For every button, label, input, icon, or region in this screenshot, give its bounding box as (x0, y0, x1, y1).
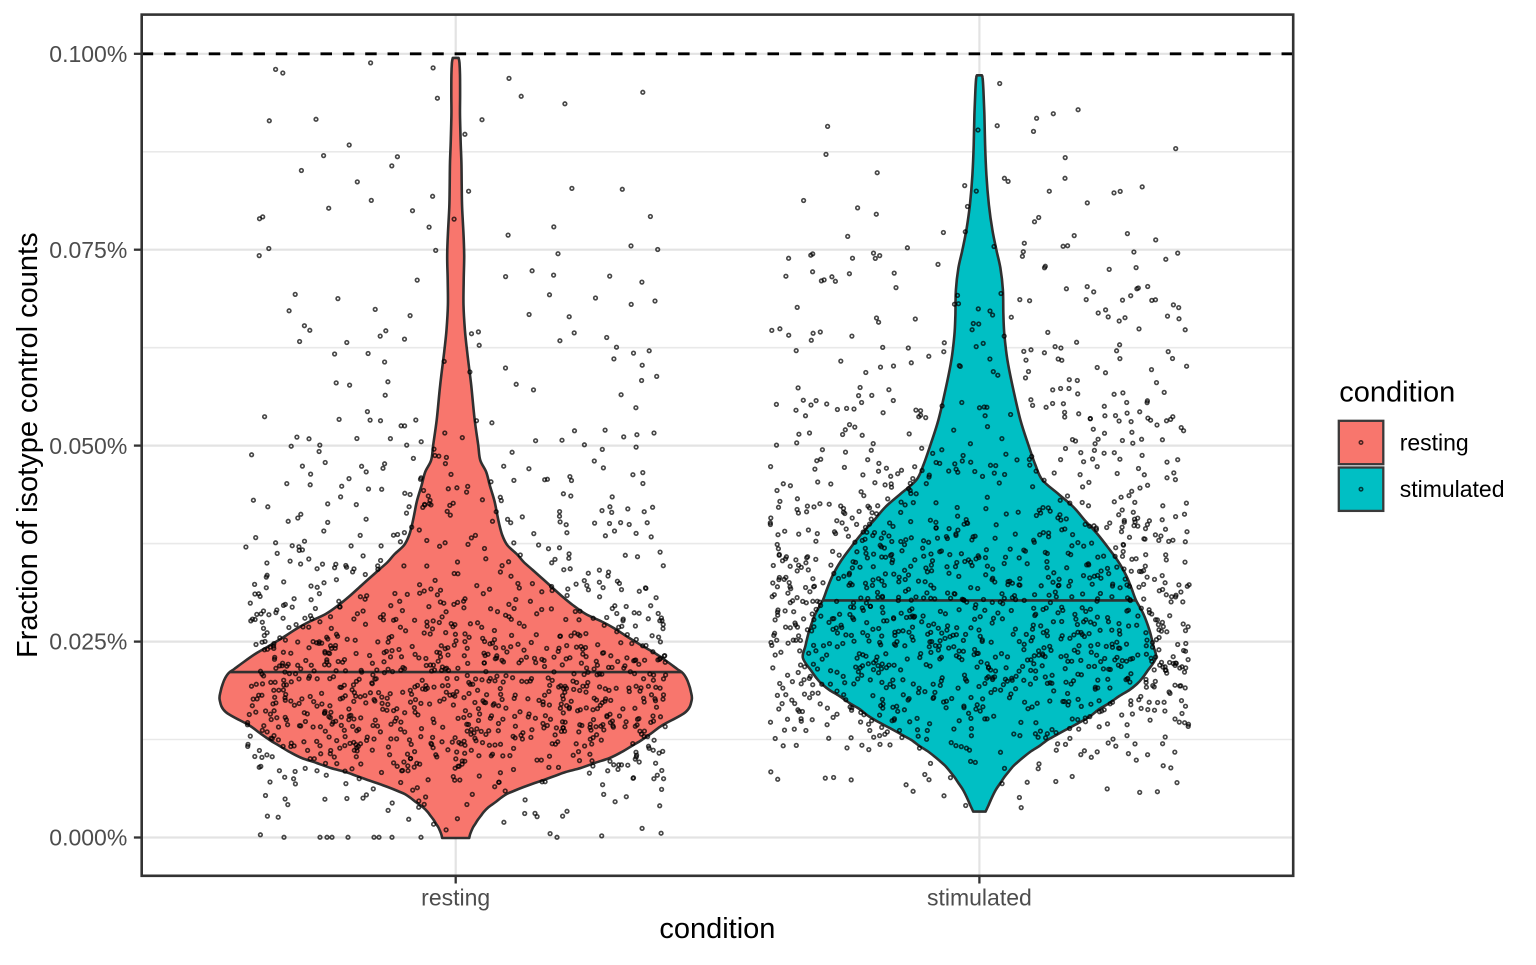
svg-text:stimulated: stimulated (927, 885, 1032, 911)
svg-text:0.000%: 0.000% (49, 825, 127, 851)
svg-text:Fraction of isotype control co: Fraction of isotype control counts (12, 232, 44, 658)
svg-text:0.100%: 0.100% (49, 41, 127, 67)
svg-text:0.050%: 0.050% (49, 433, 127, 459)
svg-text:condition: condition (659, 913, 775, 945)
svg-text:resting: resting (421, 885, 490, 911)
svg-text:resting: resting (1400, 430, 1469, 456)
svg-text:0.075%: 0.075% (49, 237, 127, 263)
svg-text:condition: condition (1339, 377, 1455, 409)
svg-text:stimulated: stimulated (1400, 476, 1505, 502)
svg-text:0.025%: 0.025% (49, 629, 127, 655)
